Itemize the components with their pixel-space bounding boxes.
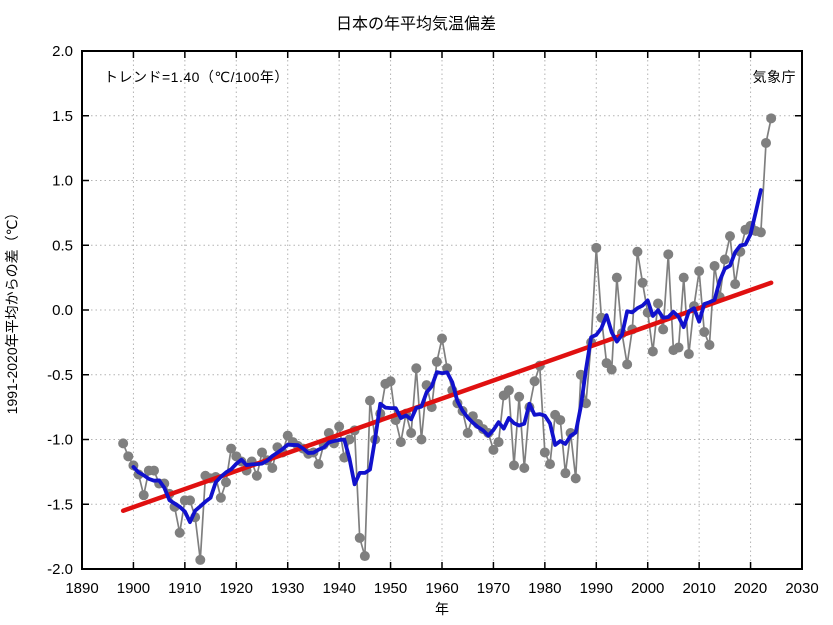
annual-data-point — [709, 260, 720, 271]
x-tick-label: 1990 — [580, 580, 613, 597]
y-tick-label: 1.0 — [52, 173, 73, 190]
annual-data-point — [678, 272, 689, 283]
annual-data-point — [195, 554, 206, 565]
annual-data-point — [149, 465, 159, 476]
y-axis-label: 1991-2020年平均からの差（℃） — [4, 206, 20, 415]
annual-data-point — [334, 421, 345, 432]
chart-title: 日本の年平均気温偏差 — [336, 15, 496, 33]
x-tick-label: 1910 — [168, 580, 201, 597]
y-tick-label: 0.5 — [52, 237, 73, 254]
annual-data-point — [730, 279, 741, 290]
annual-data-point — [699, 327, 710, 338]
x-axis-label: 年 — [435, 601, 449, 617]
x-tick-label: 2030 — [785, 580, 818, 597]
annual-data-point — [411, 363, 422, 374]
annual-data-point — [683, 349, 694, 360]
annual-data-point — [174, 527, 185, 538]
annual-data-point — [509, 460, 519, 471]
annual-data-point — [694, 266, 705, 277]
annual-data-point — [637, 277, 648, 288]
annual-data-point — [221, 477, 231, 488]
x-tick-label: 1980 — [528, 580, 561, 597]
annual-data-point — [663, 249, 674, 260]
annual-data-point — [647, 346, 658, 357]
annual-data-point — [555, 415, 566, 426]
annual-data-point — [766, 113, 777, 124]
tick-labels: 1890 1900 1910 1920 1930 1940 1950 1960 1970 1980… — [47, 43, 819, 597]
annual-data-point — [437, 333, 447, 344]
y-tick-label: -0.5 — [47, 367, 73, 384]
annual-data-point — [529, 376, 540, 387]
annual-data-point — [673, 342, 684, 353]
annual-data-point — [226, 443, 237, 454]
annual-data-point — [138, 490, 149, 501]
annual-data-point — [313, 459, 324, 470]
annual-data-point — [493, 437, 504, 448]
x-tick-label: 1960 — [425, 580, 458, 597]
trend-line — [120, 280, 774, 513]
axes — [81, 50, 803, 570]
x-tick-label: 2010 — [682, 580, 715, 597]
annual-data-point — [385, 376, 396, 387]
annual-data-point — [123, 451, 134, 462]
annual-data-point — [632, 246, 643, 257]
annual-data-point — [462, 428, 473, 439]
plot-frame — [81, 50, 803, 570]
trend-annotation: トレンド=1.40（℃/100年） — [104, 69, 289, 85]
annual-data-point — [704, 339, 715, 350]
annual-data-point — [606, 364, 617, 375]
agency-annotation: 気象庁 — [753, 69, 797, 85]
y-tick-label: 2.0 — [52, 43, 73, 60]
annual-data-point — [359, 551, 370, 562]
x-tick-label: 1890 — [65, 580, 98, 597]
x-tick-label: 1920 — [220, 580, 253, 597]
annual-data-point — [267, 462, 278, 473]
data-series — [118, 113, 777, 565]
annual-data-point — [560, 468, 571, 479]
annual-data-point — [354, 532, 365, 543]
annual-data-point — [719, 254, 730, 265]
annual-data-point — [503, 385, 514, 396]
annual-data-point — [539, 447, 550, 458]
annual-data-point — [118, 438, 129, 449]
annual-data-point — [611, 272, 622, 283]
annual-data-point — [416, 434, 427, 445]
annual-data-point — [725, 231, 735, 242]
annual-data-point — [185, 495, 195, 506]
y-tick-label: -1.5 — [47, 496, 73, 513]
annual-data-point — [442, 363, 453, 374]
annual-data-point — [570, 473, 581, 484]
annual-data-point — [365, 395, 375, 406]
annual-data-point — [622, 359, 633, 370]
annual-data-point — [591, 242, 602, 253]
annual-data-point — [658, 324, 669, 335]
annual-data-point — [514, 391, 525, 402]
y-tick-label: -2.0 — [47, 561, 73, 578]
annual-data-point — [761, 137, 771, 148]
annual-data-point — [431, 356, 442, 367]
annual-data-point — [257, 447, 267, 458]
y-tick-label: 0.0 — [52, 302, 73, 319]
y-tick-label: 1.5 — [52, 108, 73, 125]
x-tick-label: 1900 — [117, 580, 150, 597]
annual-data-point — [395, 437, 406, 448]
gridlines — [82, 51, 802, 569]
x-tick-label: 1970 — [477, 580, 510, 597]
annual-data-point — [653, 298, 663, 309]
annual-data-point — [488, 444, 499, 455]
annual-data-point — [545, 459, 555, 470]
annual-data-point — [251, 470, 262, 481]
annual-data-point — [519, 462, 530, 473]
annual-data-point — [755, 227, 766, 238]
x-tick-label: 1950 — [374, 580, 407, 597]
annual-data-point — [406, 428, 417, 439]
x-tick-label: 1940 — [322, 580, 355, 597]
annual-data-point — [215, 492, 226, 503]
y-tick-label: -1.0 — [47, 432, 73, 449]
five-year-mean-line — [131, 188, 763, 525]
x-tick-label: 1930 — [271, 580, 304, 597]
x-tick-label: 2020 — [734, 580, 767, 597]
x-tick-label: 2000 — [631, 580, 664, 597]
